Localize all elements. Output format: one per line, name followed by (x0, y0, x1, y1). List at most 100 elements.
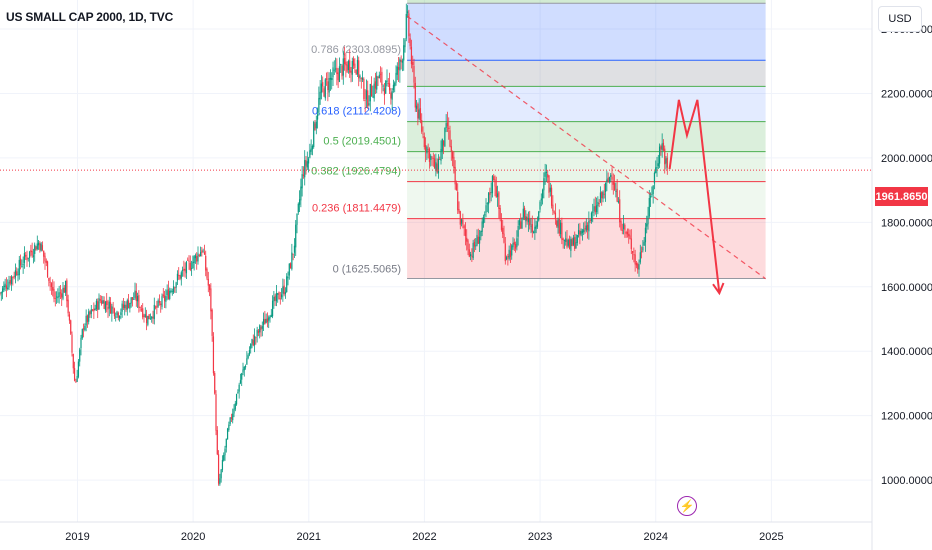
candle-body (252, 339, 254, 346)
candle-body (356, 59, 359, 75)
candle-body (350, 70, 352, 73)
candle-body (347, 61, 350, 70)
candle-body (390, 92, 392, 99)
candle-body (61, 293, 63, 298)
candle-body (342, 58, 344, 76)
candle-body (247, 355, 249, 359)
fib-level-label: 0.618 (2112.4208) (312, 106, 401, 118)
candle-body (543, 178, 545, 191)
candle-body (318, 97, 320, 113)
candle-body (31, 250, 33, 256)
candle-body (59, 292, 62, 294)
price-tick-label: 2000.0000 (881, 153, 932, 165)
candle-body (383, 88, 386, 96)
candle-body (1, 288, 4, 293)
candle-body (187, 259, 189, 261)
candle-body (507, 256, 509, 258)
candle-body (500, 219, 503, 230)
candle-body (432, 157, 434, 159)
candle-body (412, 61, 414, 65)
candle-body (305, 159, 307, 166)
candle-body (449, 130, 451, 147)
candle-body (396, 66, 398, 75)
candle-body (559, 222, 562, 235)
candle-body (311, 145, 314, 150)
candle-body (67, 299, 69, 314)
symbol-title[interactable]: US SMALL CAP 2000, 1D, TVC (6, 10, 174, 24)
candle-body (94, 308, 96, 311)
candle-body (4, 283, 6, 287)
candle-body (658, 146, 661, 164)
candle-body (354, 63, 356, 69)
candle-body (388, 83, 391, 91)
candle-body (374, 81, 377, 89)
candle-body (665, 158, 667, 164)
candle-body (7, 287, 9, 289)
candle-body (379, 73, 382, 75)
candle-body (601, 192, 603, 199)
candle-body (496, 193, 499, 197)
time-tick-label: 2019 (65, 531, 89, 543)
candle-body (5, 285, 8, 289)
candle-body (586, 224, 589, 231)
candle-body (441, 138, 443, 152)
candle-body (561, 222, 563, 240)
candle-body (451, 151, 454, 159)
candle-body (583, 229, 585, 233)
candle-body (165, 296, 167, 302)
candle-body (306, 161, 308, 168)
currency-selector[interactable]: USD (878, 6, 922, 32)
fib-level-label: 0.382 (1926.4794) (311, 166, 401, 178)
candle-body (121, 303, 123, 312)
candle-body (639, 252, 641, 263)
candle-body (184, 268, 186, 272)
candle-body (489, 192, 491, 195)
candle-body (341, 65, 343, 77)
candle-body (274, 295, 276, 301)
candle-body (226, 428, 229, 440)
candle-body (139, 307, 141, 309)
candle-body (85, 315, 87, 326)
candle-body (260, 327, 262, 330)
candle-body (557, 219, 559, 228)
candle-body (113, 308, 116, 317)
candle-body (516, 238, 518, 248)
candle-body (194, 255, 197, 259)
candle-body (512, 243, 514, 248)
candle-body (332, 67, 334, 78)
candle-body (574, 237, 576, 250)
candle-body (622, 223, 625, 229)
candle-body (634, 254, 636, 265)
candle-body (581, 230, 584, 234)
candle-body (68, 314, 71, 321)
candle-body (215, 394, 217, 431)
candle-body (117, 312, 119, 318)
candle-body (367, 90, 369, 107)
candle-body (616, 188, 618, 202)
candle-body (511, 245, 513, 256)
candle-body (130, 297, 132, 304)
candle-body (369, 83, 371, 102)
candle-body (136, 295, 139, 302)
candle-body (550, 187, 553, 206)
candle-body (275, 293, 278, 302)
candle-body (652, 185, 654, 195)
candle-body (88, 311, 90, 322)
candle-body (315, 121, 317, 129)
candle-body (229, 417, 231, 424)
candle-body (25, 254, 27, 257)
candle-body (157, 300, 159, 307)
lightning-icon[interactable]: ⚡ (677, 496, 697, 516)
candle-body (338, 66, 341, 82)
candle-body (630, 238, 632, 250)
candle-body (517, 225, 519, 237)
candle-body (250, 343, 252, 349)
candle-body (613, 183, 616, 191)
candle-body (301, 174, 303, 189)
candle-body (253, 335, 256, 346)
candle-body (76, 375, 78, 382)
candle-body (283, 285, 285, 295)
candle-body (442, 140, 445, 146)
candle-body (232, 413, 234, 421)
